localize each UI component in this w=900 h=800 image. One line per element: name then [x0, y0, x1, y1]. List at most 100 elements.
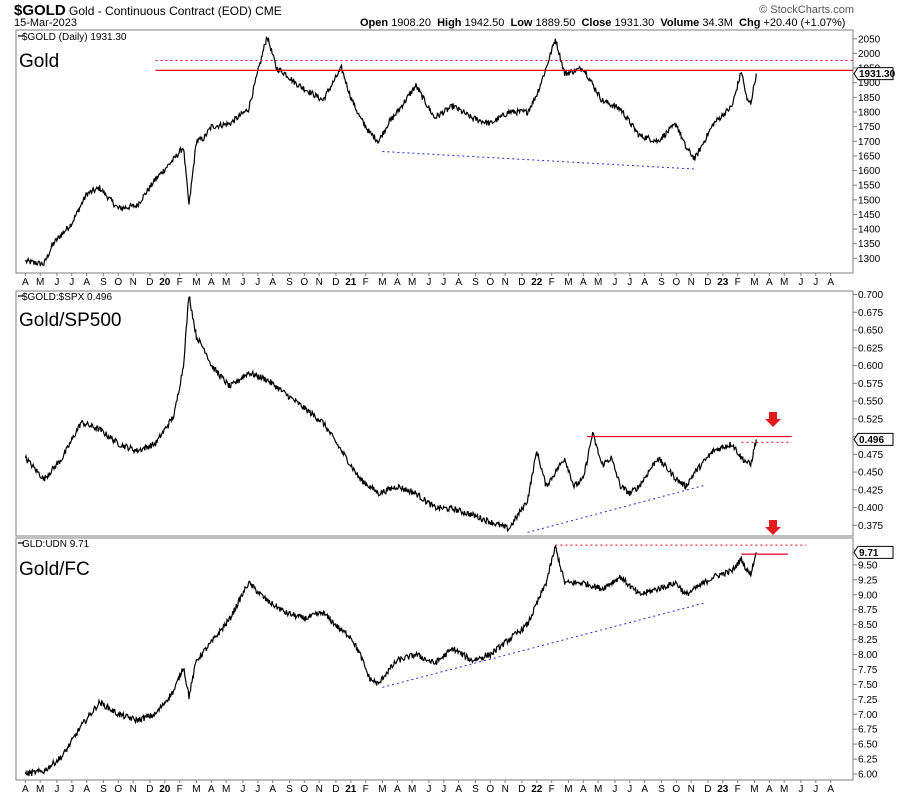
x-tick-label: A: [22, 277, 29, 288]
x-tick-label: M: [408, 277, 416, 288]
x-tick-label: A: [394, 277, 401, 288]
x-tick-label: J: [813, 277, 818, 288]
x-tick-label: D: [518, 784, 525, 795]
y-tick-label: 0.475: [858, 450, 883, 461]
x-tick-label: 22: [531, 784, 543, 795]
x-tick-label: A: [766, 277, 773, 288]
y-tick-label: 1800: [858, 107, 881, 118]
x-tick-label: A: [22, 784, 29, 795]
x-tick-label: D: [146, 784, 153, 795]
x-tick-label: A: [827, 784, 834, 795]
price-line: [24, 296, 757, 533]
x-tick-label: A: [394, 784, 401, 795]
y-tick-label: 9.50: [858, 560, 878, 571]
x-tick-label: F: [177, 277, 183, 288]
x-tick-label: J: [255, 277, 260, 288]
y-tick-label: 0.700: [858, 290, 883, 301]
symbol-label: $GOLD: [14, 2, 66, 19]
x-tick-label: M: [192, 277, 200, 288]
last-value-box: [853, 432, 894, 446]
support-trendline: [382, 151, 695, 170]
x-tick-label: A: [83, 277, 90, 288]
x-tick-label: D: [518, 277, 525, 288]
x-tick-label: J: [426, 277, 431, 288]
x-tick-label: O: [486, 277, 494, 288]
x-tick-label: S: [658, 277, 665, 288]
x-tick-label: M: [36, 277, 44, 288]
x-tick-label: 21: [345, 784, 357, 795]
y-tick-label: 0.675: [858, 308, 883, 319]
x-tick-label: S: [658, 784, 665, 795]
x-tick-label: O: [672, 277, 680, 288]
chg-value: +20.40 (+1.07%): [763, 17, 846, 29]
y-tick-label: 9.00: [858, 590, 878, 601]
chg-label: Chg: [739, 17, 761, 29]
x-tick-label: 22: [531, 277, 543, 288]
x-tick-label: S: [286, 784, 293, 795]
x-tick-label: O: [114, 784, 122, 795]
x-tick-label: A: [641, 784, 648, 795]
last-value-box: [853, 67, 894, 81]
x-tick-label: N: [316, 277, 323, 288]
price-line: [24, 544, 757, 777]
x-tick-label: M: [378, 277, 386, 288]
x-tick-label: M: [564, 277, 572, 288]
y-tick-label: 1300: [858, 254, 881, 265]
x-tick-label: M: [222, 277, 230, 288]
x-tick-label: J: [441, 784, 446, 795]
x-tick-label: M: [36, 784, 44, 795]
x-tick-label: M: [594, 277, 602, 288]
y-tick-label: 8.00: [858, 650, 878, 661]
last-value-box: [853, 545, 894, 559]
y-tick-label: 0.650: [858, 326, 883, 337]
x-tick-label: F: [735, 784, 741, 795]
x-tick-label: J: [54, 277, 59, 288]
x-tick-label: J: [798, 784, 803, 795]
exchange-label: CME: [255, 4, 282, 18]
y-tick-label: 2050: [858, 34, 881, 45]
down-arrow-icon: [765, 412, 782, 427]
x-tick-label: A: [269, 277, 276, 288]
y-tick-label: 8.25: [858, 635, 878, 646]
panel-title: Gold: [19, 51, 59, 72]
x-tick-label: S: [100, 784, 107, 795]
down-arrow-icon: [765, 520, 782, 535]
x-tick-label: M: [750, 277, 758, 288]
x-tick-label: N: [502, 277, 509, 288]
x-tick-label: J: [69, 784, 74, 795]
x-tick-label: A: [208, 277, 215, 288]
y-tick-label: 6.25: [858, 755, 878, 766]
x-tick-label: 20: [159, 784, 171, 795]
volume-label: Volume: [660, 17, 700, 29]
panel-legend: $GOLD (Daily) 1931.30: [22, 32, 127, 43]
y-tick-label: 6.00: [858, 770, 878, 781]
x-tick-label: A: [83, 784, 90, 795]
y-tick-label: 7.25: [858, 695, 878, 706]
x-tick-label: M: [192, 784, 200, 795]
x-tick-label: M: [564, 784, 572, 795]
x-tick-label: N: [316, 784, 323, 795]
y-tick-label: 0.425: [858, 485, 883, 496]
x-tick-label: M: [378, 784, 386, 795]
panel-frame: [15, 290, 854, 537]
y-tick-label: 2000: [858, 49, 881, 60]
y-tick-label: 9.25: [858, 575, 878, 586]
x-tick-label: J: [54, 784, 59, 795]
price-line: [24, 36, 757, 267]
x-tick-label: M: [780, 784, 788, 795]
x-tick-label: A: [455, 784, 462, 795]
y-tick-label: 1500: [858, 195, 881, 206]
x-tick-label: 21: [345, 277, 357, 288]
x-tick-label: J: [255, 784, 260, 795]
x-tick-label: J: [426, 784, 431, 795]
low-label: Low: [510, 17, 533, 29]
x-tick-label: D: [704, 784, 711, 795]
y-tick-label: 1400: [858, 225, 881, 236]
x-tick-label: F: [363, 784, 369, 795]
y-tick-label: 1450: [858, 210, 881, 221]
x-tick-label: O: [300, 784, 308, 795]
x-tick-label: M: [750, 784, 758, 795]
x-tick-label: S: [100, 277, 107, 288]
y-tick-label: 8.50: [858, 620, 878, 631]
